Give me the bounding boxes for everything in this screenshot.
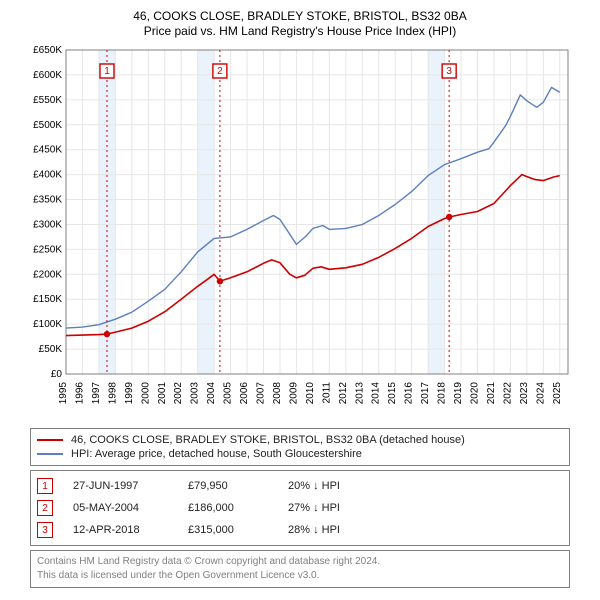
svg-text:2005: 2005 — [223, 382, 234, 405]
price-chart: £0 £50K £100K £150K £200K £250K £300K £350K £400… — [20, 44, 580, 424]
svg-text:£200K: £200K — [33, 269, 62, 280]
svg-text:1: 1 — [104, 66, 110, 77]
legend-item: 46, COOKS CLOSE, BRADLEY STOKE, BRISTOL,… — [37, 433, 563, 447]
svg-text:2001: 2001 — [157, 382, 168, 405]
svg-text:£50K: £50K — [39, 344, 63, 355]
svg-text:2020: 2020 — [469, 382, 480, 405]
sale-event-row: 1 27-JUN-1997 £79,950 20% ↓ HPI — [37, 475, 563, 497]
sale-event-row: 3 12-APR-2018 £315,000 28% ↓ HPI — [37, 519, 563, 541]
svg-text:1996: 1996 — [74, 382, 85, 405]
svg-text:1999: 1999 — [124, 382, 135, 405]
title-block: 46, COOKS CLOSE, BRADLEY STOKE, BRISTOL,… — [8, 9, 592, 38]
svg-text:2013: 2013 — [354, 382, 365, 405]
svg-text:2011: 2011 — [321, 382, 332, 404]
license-line-1: Contains HM Land Registry data © Crown c… — [37, 555, 563, 569]
svg-text:2016: 2016 — [404, 382, 415, 405]
svg-text:1995: 1995 — [58, 382, 69, 405]
license-line-2: This data is licensed under the Open Gov… — [37, 569, 563, 583]
svg-text:2022: 2022 — [502, 382, 513, 405]
svg-text:£250K: £250K — [33, 244, 62, 255]
svg-text:£600K: £600K — [33, 70, 62, 81]
event-delta: 27% ↓ HPI — [288, 502, 378, 514]
legend-label: HPI: Average price, detached house, Sout… — [71, 448, 362, 460]
svg-text:£450K: £450K — [33, 145, 62, 156]
svg-text:2019: 2019 — [453, 382, 464, 405]
event-date: 27-JUN-1997 — [73, 480, 168, 492]
svg-text:£350K: £350K — [33, 195, 62, 206]
svg-text:2014: 2014 — [371, 382, 382, 405]
svg-text:2015: 2015 — [387, 382, 398, 405]
event-marker: 2 — [37, 500, 53, 516]
svg-text:1998: 1998 — [107, 382, 118, 405]
svg-text:2002: 2002 — [173, 382, 184, 405]
svg-text:2018: 2018 — [437, 382, 448, 405]
event-marker: 3 — [37, 522, 53, 538]
svg-text:2012: 2012 — [338, 382, 349, 405]
svg-text:3: 3 — [446, 66, 452, 77]
svg-text:1997: 1997 — [91, 382, 102, 405]
event-delta: 20% ↓ HPI — [288, 480, 378, 492]
event-date: 05-MAY-2004 — [73, 502, 168, 514]
event-date: 12-APR-2018 — [73, 524, 168, 536]
svg-text:£650K: £650K — [33, 45, 62, 56]
svg-text:2004: 2004 — [206, 382, 217, 405]
svg-text:2008: 2008 — [272, 382, 283, 405]
svg-text:2009: 2009 — [288, 382, 299, 405]
event-marker: 1 — [37, 478, 53, 494]
legend-swatch — [37, 453, 63, 455]
svg-text:2007: 2007 — [256, 382, 267, 405]
sale-event-row: 2 05-MAY-2004 £186,000 27% ↓ HPI — [37, 497, 563, 519]
chart-svg: £0 £50K £100K £150K £200K £250K £300K £350K £400… — [20, 44, 580, 424]
svg-text:2021: 2021 — [486, 382, 497, 405]
event-price: £79,950 — [188, 480, 268, 492]
svg-text:£400K: £400K — [33, 170, 62, 181]
svg-text:2000: 2000 — [140, 382, 151, 405]
title-address: 46, COOKS CLOSE, BRADLEY STOKE, BRISTOL,… — [8, 9, 592, 23]
title-subtitle: Price paid vs. HM Land Registry's House … — [8, 24, 592, 38]
svg-text:£500K: £500K — [33, 120, 62, 131]
svg-text:£300K: £300K — [33, 219, 62, 230]
svg-text:£0: £0 — [51, 369, 63, 380]
svg-text:2024: 2024 — [535, 382, 546, 405]
license-text: Contains HM Land Registry data © Crown c… — [30, 550, 570, 588]
svg-text:2023: 2023 — [519, 382, 530, 405]
event-price: £186,000 — [188, 502, 268, 514]
svg-text:2017: 2017 — [420, 382, 431, 405]
svg-text:2006: 2006 — [239, 382, 250, 405]
svg-text:2: 2 — [217, 66, 223, 77]
svg-text:2010: 2010 — [305, 382, 316, 405]
svg-text:2025: 2025 — [552, 382, 563, 405]
legend-label: 46, COOKS CLOSE, BRADLEY STOKE, BRISTOL,… — [71, 434, 465, 446]
svg-text:£550K: £550K — [33, 95, 62, 106]
legend-item: HPI: Average price, detached house, Sout… — [37, 447, 563, 461]
legend: 46, COOKS CLOSE, BRADLEY STOKE, BRISTOL,… — [30, 428, 570, 466]
sale-events: 1 27-JUN-1997 £79,950 20% ↓ HPI 2 05-MAY-2004… — [30, 470, 570, 546]
svg-text:£100K: £100K — [33, 319, 62, 330]
svg-text:2003: 2003 — [190, 382, 201, 405]
svg-text:£150K: £150K — [33, 294, 62, 305]
event-price: £315,000 — [188, 524, 268, 536]
event-delta: 28% ↓ HPI — [288, 524, 378, 536]
legend-swatch — [37, 439, 63, 441]
